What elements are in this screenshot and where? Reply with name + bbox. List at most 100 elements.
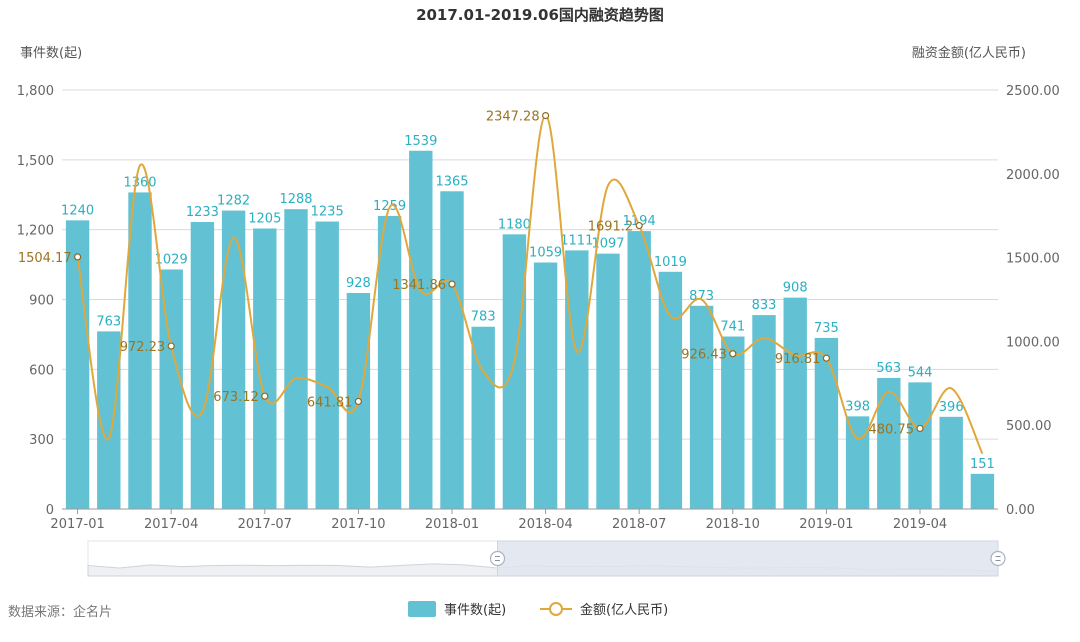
line-point [261, 392, 269, 400]
line-value-label: 916.81 [775, 352, 821, 367]
right-tick-label: 1000.00 [1006, 335, 1060, 350]
right-tick-label: 500.00 [1006, 419, 1052, 434]
zoom-handle-right[interactable] [990, 550, 1006, 567]
amount-line [76, 114, 984, 455]
right-axis-title: 融资金额(亿人民币) [912, 45, 1026, 61]
bar-value-label: 1233 [186, 205, 219, 220]
bar-value-label: 928 [346, 276, 371, 291]
bar-value-label: 741 [720, 320, 745, 335]
line-value-label: 1504.17 [18, 251, 72, 266]
chart-title: 2017.01-2019.06国内融资趋势图 [416, 6, 664, 24]
bar [159, 269, 183, 509]
line-series [76, 114, 984, 455]
bar [721, 336, 745, 509]
bar-value-label: 1194 [623, 214, 656, 229]
bar-value-label: 563 [876, 361, 901, 376]
source-note: 数据来源：企名片 [8, 604, 112, 620]
bar [253, 228, 277, 509]
bar-value-label: 1282 [217, 194, 250, 209]
x-tick-label: 2018-07 [612, 517, 666, 532]
legend-bar-label[interactable]: 事件数(起) [444, 603, 506, 618]
line-point [822, 354, 831, 362]
handle-knob [489, 550, 506, 567]
bar-value-label: 398 [845, 399, 870, 414]
handle-knob [990, 550, 1006, 567]
line-value-label: 673.12 [213, 390, 259, 405]
legend: 事件数(起) 金额(亿人民币) [408, 601, 668, 618]
bar-value-label: 1019 [654, 255, 687, 270]
bar-value-label: 396 [939, 400, 964, 415]
bar [596, 253, 620, 509]
line-value-label: 1341.86 [392, 278, 446, 293]
x-tick-label: 2018-01 [425, 517, 479, 532]
bar-labels: 1240763136010291233128212051288123592812… [61, 134, 995, 472]
bar-value-label: 1111 [560, 233, 593, 248]
bar-value-label: 1097 [591, 237, 624, 252]
legend-line-marker [549, 602, 563, 616]
right-axis-ticks: 0.00 500.00 1000.00 1500.00 2000.00 2500.00 [1006, 84, 1060, 518]
bar-value-label: 1029 [155, 252, 188, 267]
zoom-selection [497, 540, 999, 577]
bar [315, 221, 339, 509]
zoom-handle-left[interactable] [489, 550, 506, 567]
left-tick-label: 1,500 [17, 154, 54, 169]
right-tick-label: 2000.00 [1006, 168, 1060, 183]
x-tick-label: 2019-01 [799, 517, 853, 532]
line-value-label: 480.75 [869, 422, 915, 437]
line-value-label: 641.81 [307, 395, 353, 410]
x-axis: 2017-01 2017-04 2017-07 2017-10 2018-01 2018-… [50, 508, 998, 532]
left-axis-title: 事件数(起) [20, 46, 82, 61]
bar [970, 473, 995, 509]
bar [284, 209, 308, 509]
bar-value-label: 1205 [248, 212, 281, 227]
line-point [541, 111, 550, 120]
data-zoom-slider[interactable] [87, 540, 1006, 577]
bar-value-label: 1059 [529, 245, 562, 260]
line-point [916, 424, 924, 433]
bar [908, 382, 932, 509]
bar [65, 220, 90, 509]
line-point [167, 342, 175, 350]
x-tick-label: 2019-04 [893, 517, 947, 532]
bar-value-label: 1288 [279, 192, 312, 207]
left-tick-label: 300 [29, 433, 54, 448]
line-value-label: 972.23 [120, 340, 166, 355]
line-point [635, 221, 643, 230]
line-point [354, 397, 362, 406]
line-point [448, 280, 456, 288]
bar [658, 271, 683, 509]
left-tick-label: 0 [46, 503, 54, 518]
line-point [729, 350, 737, 358]
bar-value-label: 1235 [311, 205, 344, 220]
line-value-label: 2347.28 [486, 110, 540, 125]
left-tick-label: 1,800 [17, 84, 54, 99]
x-tick-label: 2017-04 [144, 517, 198, 532]
x-tick-label: 2017-01 [50, 517, 104, 532]
right-tick-label: 2500.00 [1006, 84, 1060, 99]
line-labels: 1504.17 972.23 673.12 641.81 1341.86 2347.28 1… [18, 110, 924, 437]
right-tick-label: 1500.00 [1006, 252, 1060, 267]
legend-bar-swatch [408, 601, 436, 617]
bar [377, 215, 402, 509]
x-tick-label: 2018-04 [518, 517, 572, 532]
bar [845, 416, 870, 509]
legend-line-label[interactable]: 金额(亿人民币) [580, 602, 668, 618]
line-point [73, 253, 82, 261]
bar [783, 297, 807, 509]
bar [440, 191, 464, 509]
x-tick-label: 2017-07 [238, 517, 292, 532]
bar [627, 231, 651, 509]
bar [190, 221, 215, 510]
bar-value-label: 735 [814, 321, 839, 336]
bar [565, 250, 589, 509]
bar-value-label: 1360 [123, 175, 156, 190]
bar-value-label: 783 [471, 310, 496, 325]
bar [97, 331, 121, 509]
bar [471, 326, 495, 509]
bar [752, 315, 776, 509]
bar [877, 377, 901, 509]
left-tick-label: 600 [29, 363, 54, 378]
right-tick-label: 0.00 [1006, 503, 1035, 518]
left-tick-label: 900 [29, 294, 54, 309]
bar [814, 337, 839, 509]
